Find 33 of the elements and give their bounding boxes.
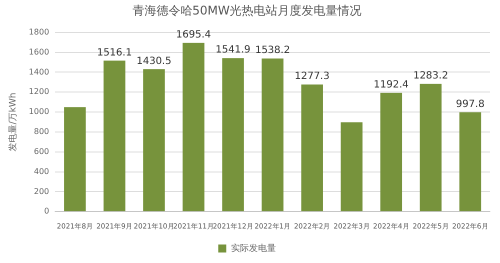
y-tick-label: 0 [44,206,50,216]
y-tick-label: 200 [34,186,50,196]
data-label: 1192.4 [374,79,409,90]
y-axis-title: 发电量/万kWh [8,92,19,152]
data-label: 1277.3 [294,71,330,82]
bar [340,122,363,212]
y-tick-label: 400 [34,166,50,176]
bar [420,84,442,212]
bar [64,107,86,212]
data-label: 1283.2 [413,70,448,82]
y-tick-label: 1200 [28,87,50,96]
bar [143,69,165,212]
bar [182,42,204,212]
bar [262,58,284,212]
data-label: 1538.2 [255,45,290,56]
y-tick-label: 600 [34,146,50,156]
bar [301,84,323,212]
bar [459,112,482,212]
y-tick-label: 1400 [28,67,50,76]
y-tick-label: 800 [34,127,50,136]
data-label: 1516.1 [96,47,132,58]
legend-label: 实际发电量 [230,242,276,254]
data-label: 1430.5 [136,56,172,67]
y-tick-label: 1600 [28,47,50,56]
chart-title: 青海德令哈50MW光热电站月度发电量情况 [132,3,362,18]
data-label: 997.8 [456,98,485,110]
data-label: 1541.9 [216,44,251,56]
bar [104,60,126,212]
y-tick-label: 1000 [28,107,50,116]
data-label: 1695.4 [176,29,212,40]
bar [380,92,402,212]
bar [222,58,244,212]
y-tick-label: 1800 [28,27,50,36]
